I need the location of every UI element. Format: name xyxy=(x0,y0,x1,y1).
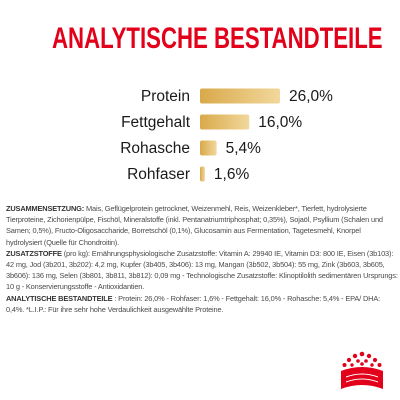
bar xyxy=(200,88,280,104)
category-label: Protein xyxy=(141,88,190,105)
value-label: 26,0% xyxy=(289,88,333,105)
value-label: 1,6% xyxy=(214,166,250,183)
category-label: Fettgehalt xyxy=(121,114,191,131)
value-label: 16,0% xyxy=(258,114,302,131)
composition-heading: ZUSAMMENSETZUNG: xyxy=(6,204,85,213)
page-title: ANALYTISCHE BESTANDTEILE xyxy=(52,22,383,55)
analytic-heading: ANALYTISCHE BESTANDTEILE xyxy=(6,293,113,303)
category-label: Rohfaser xyxy=(127,166,190,183)
analytic-body: : Protein: 26,0% - Rohfaser: 1,6% - Fett… xyxy=(6,293,381,314)
bar xyxy=(200,140,217,156)
additives-body: (pro kg): Ernährungsphysiologische Zusat… xyxy=(6,248,398,292)
bar xyxy=(200,166,205,182)
bar xyxy=(200,114,250,130)
category-label: Rohasche xyxy=(120,140,190,157)
royal-canin-crown-icon xyxy=(341,351,383,389)
value-label: 5,4% xyxy=(226,140,262,157)
composition-text: ZUSAMMENSETZUNG: Mais, Geflügelprotein g… xyxy=(6,203,398,315)
composition-body: Mais, Geflügelprotein getrocknet, Weizen… xyxy=(6,204,383,247)
nutrient-bar-chart: Protein 26,0% Fettgehalt 16,0% Rohasche 5,4% R… xyxy=(120,88,333,183)
additives-heading: ZUSATZSTOFFE xyxy=(6,248,62,258)
